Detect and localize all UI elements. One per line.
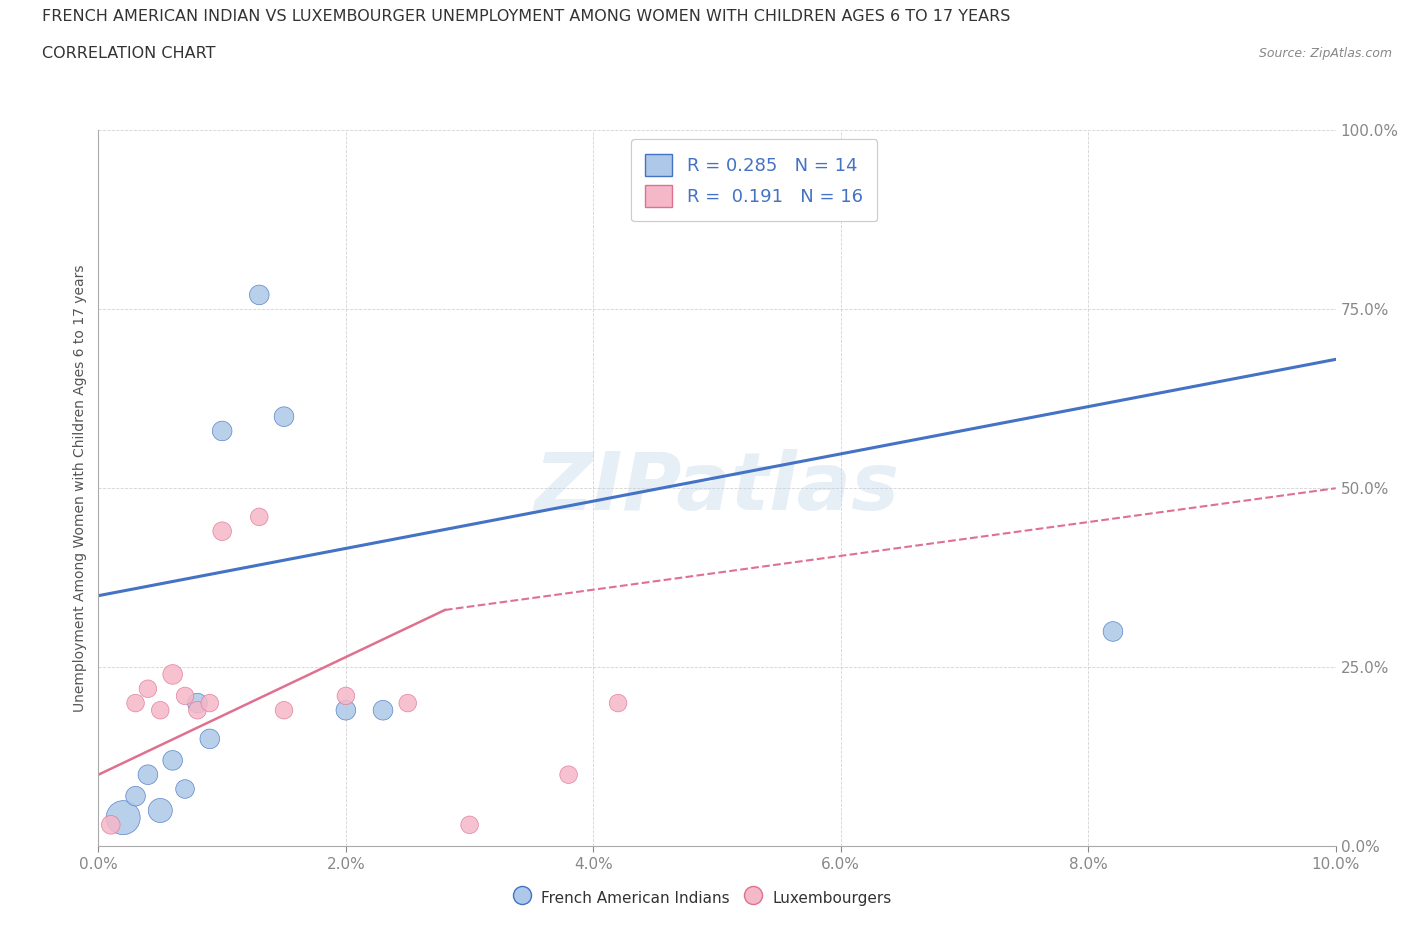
Point bbox=[335, 703, 357, 718]
Text: FRENCH AMERICAN INDIAN VS LUXEMBOURGER UNEMPLOYMENT AMONG WOMEN WITH CHILDREN AG: FRENCH AMERICAN INDIAN VS LUXEMBOURGER U… bbox=[42, 9, 1011, 24]
Point bbox=[371, 703, 394, 718]
Point bbox=[100, 817, 122, 832]
Point bbox=[211, 524, 233, 538]
Point bbox=[186, 696, 208, 711]
Point bbox=[273, 409, 295, 424]
Point bbox=[136, 682, 159, 697]
Point bbox=[174, 688, 197, 703]
Point bbox=[162, 667, 184, 682]
Point bbox=[112, 810, 135, 825]
Point bbox=[1102, 624, 1125, 639]
Point bbox=[124, 696, 146, 711]
Point bbox=[149, 804, 172, 818]
Point bbox=[162, 753, 184, 768]
Text: CORRELATION CHART: CORRELATION CHART bbox=[42, 46, 215, 61]
Point bbox=[186, 703, 208, 718]
Legend: French American Indians, Luxembourgers: French American Indians, Luxembourgers bbox=[508, 883, 898, 913]
Text: ZIPatlas: ZIPatlas bbox=[534, 449, 900, 527]
Point bbox=[396, 696, 419, 711]
Point bbox=[149, 703, 172, 718]
Point bbox=[273, 703, 295, 718]
Point bbox=[198, 696, 221, 711]
Point bbox=[124, 789, 146, 804]
Point bbox=[174, 781, 197, 796]
Point bbox=[335, 688, 357, 703]
Point bbox=[247, 510, 270, 525]
Point bbox=[136, 767, 159, 782]
Text: Source: ZipAtlas.com: Source: ZipAtlas.com bbox=[1258, 46, 1392, 60]
Point bbox=[247, 287, 270, 302]
Point bbox=[607, 696, 630, 711]
Legend: R = 0.285   N = 14, R =  0.191   N = 16: R = 0.285 N = 14, R = 0.191 N = 16 bbox=[631, 140, 877, 221]
Point bbox=[211, 423, 233, 438]
Point bbox=[198, 731, 221, 746]
Point bbox=[557, 767, 579, 782]
Y-axis label: Unemployment Among Women with Children Ages 6 to 17 years: Unemployment Among Women with Children A… bbox=[73, 264, 87, 712]
Point bbox=[458, 817, 481, 832]
